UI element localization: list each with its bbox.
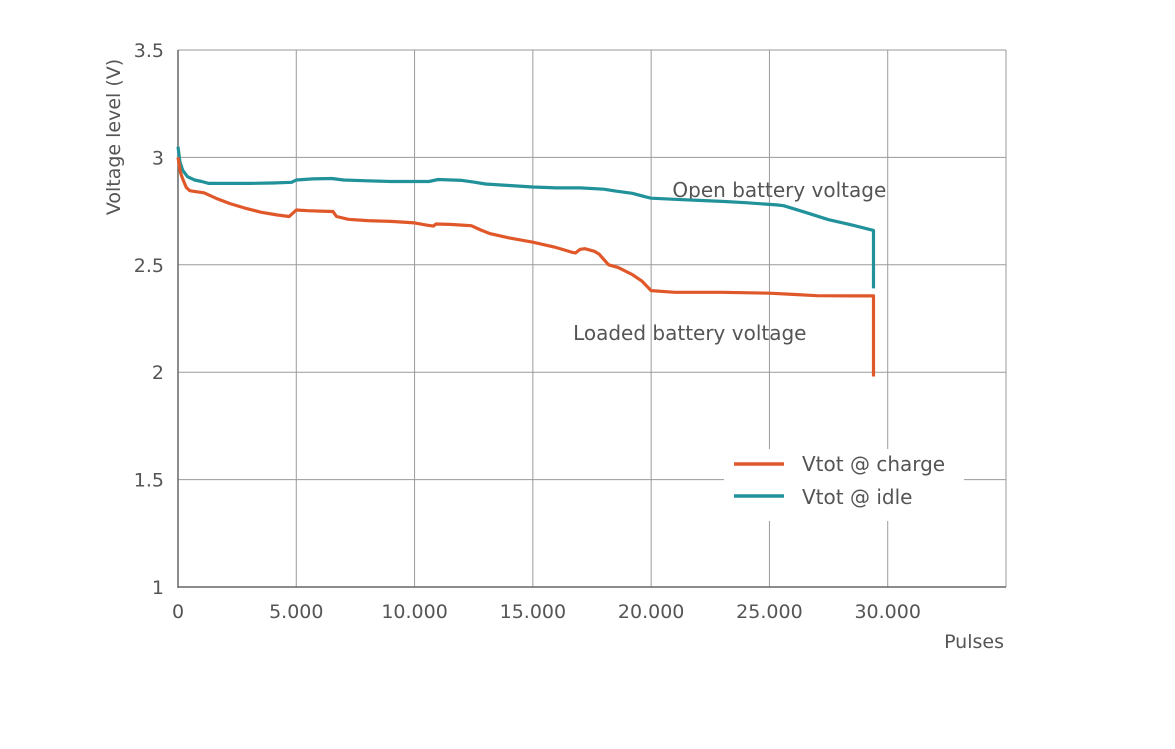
series-line-charge [176,157,876,377]
annotation-label: Loaded battery voltage [573,321,806,345]
legend-background [724,449,964,521]
series-lines [176,146,876,377]
y-tick-label: 3 [152,147,164,169]
x-tick-label: 0 [172,601,184,623]
x-tick-label: 25.000 [736,601,802,623]
x-tick-label: 10.000 [381,601,447,623]
y-tick-label: 2.5 [134,255,164,277]
grid [177,49,1007,588]
x-axis-title: Pulses [944,631,1004,653]
x-tick-label: 15.000 [500,601,566,623]
x-tick-label: 5.000 [269,601,323,623]
y-tick-label: 2 [152,362,164,384]
y-tick-label: 1.5 [134,470,164,492]
legend-label-charge: Vtot @ charge [802,452,945,476]
series-line-idle [176,146,876,289]
y-tick-label: 3.5 [134,40,164,62]
y-tick-labels: 1 1.5 2 2.5 3 3.5 [134,40,164,599]
annotation-label: Open battery voltage [672,178,886,202]
y-tick-label: 1 [152,577,164,599]
legend-label-idle: Vtot @ idle [802,485,912,509]
x-tick-labels: 0 5.000 10.000 15.000 20.000 25.000 30.000 [172,601,921,623]
annotations: Open battery voltage Loaded battery volta… [573,178,886,345]
legend: Vtot @ charge Vtot @ idle [724,449,964,521]
x-tick-label: 30.000 [854,601,920,623]
x-tick-label: 20.000 [618,601,684,623]
y-axis-title: Voltage level (V) [103,59,125,215]
